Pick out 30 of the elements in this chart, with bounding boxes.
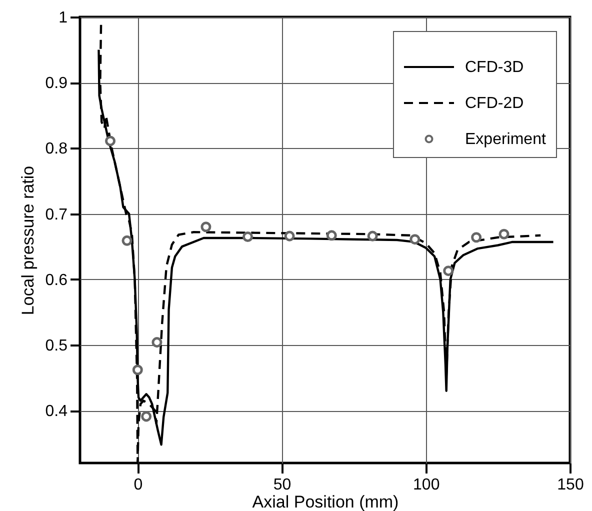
y-axis-title: Local pressure ratio (18, 166, 38, 316)
legend-label: CFD-3D (465, 59, 524, 76)
point (326, 230, 337, 241)
y-tick-label: 0.7 (45, 206, 68, 224)
y-tick-label: 0.9 (45, 75, 68, 92)
point (200, 222, 212, 232)
point (242, 231, 254, 242)
point (152, 337, 162, 348)
x-tick-label: 50 (273, 476, 292, 494)
point (443, 266, 454, 276)
point (105, 136, 116, 146)
x-tick-label: 0 (134, 476, 143, 494)
point (141, 411, 152, 422)
y-tick-label: 0.4 (45, 403, 68, 420)
y-tick-label: 0.5 (45, 337, 68, 354)
point (410, 234, 420, 245)
legend-label: CFD-2D (465, 95, 524, 112)
y-tick-label: 0.8 (45, 140, 68, 158)
x-tick-label: 100 (413, 476, 440, 494)
y-tick-label: 0.6 (45, 272, 68, 289)
point (367, 230, 378, 242)
point (132, 364, 143, 376)
point (284, 230, 295, 242)
x-axis-title: Axial Position (mm) (252, 492, 399, 511)
point (498, 228, 510, 240)
y-tick-label: 1 (58, 10, 68, 26)
x-tick-label: 150 (557, 476, 584, 494)
point (471, 232, 482, 243)
legend-label: Experiment (465, 131, 546, 148)
point (122, 235, 132, 246)
